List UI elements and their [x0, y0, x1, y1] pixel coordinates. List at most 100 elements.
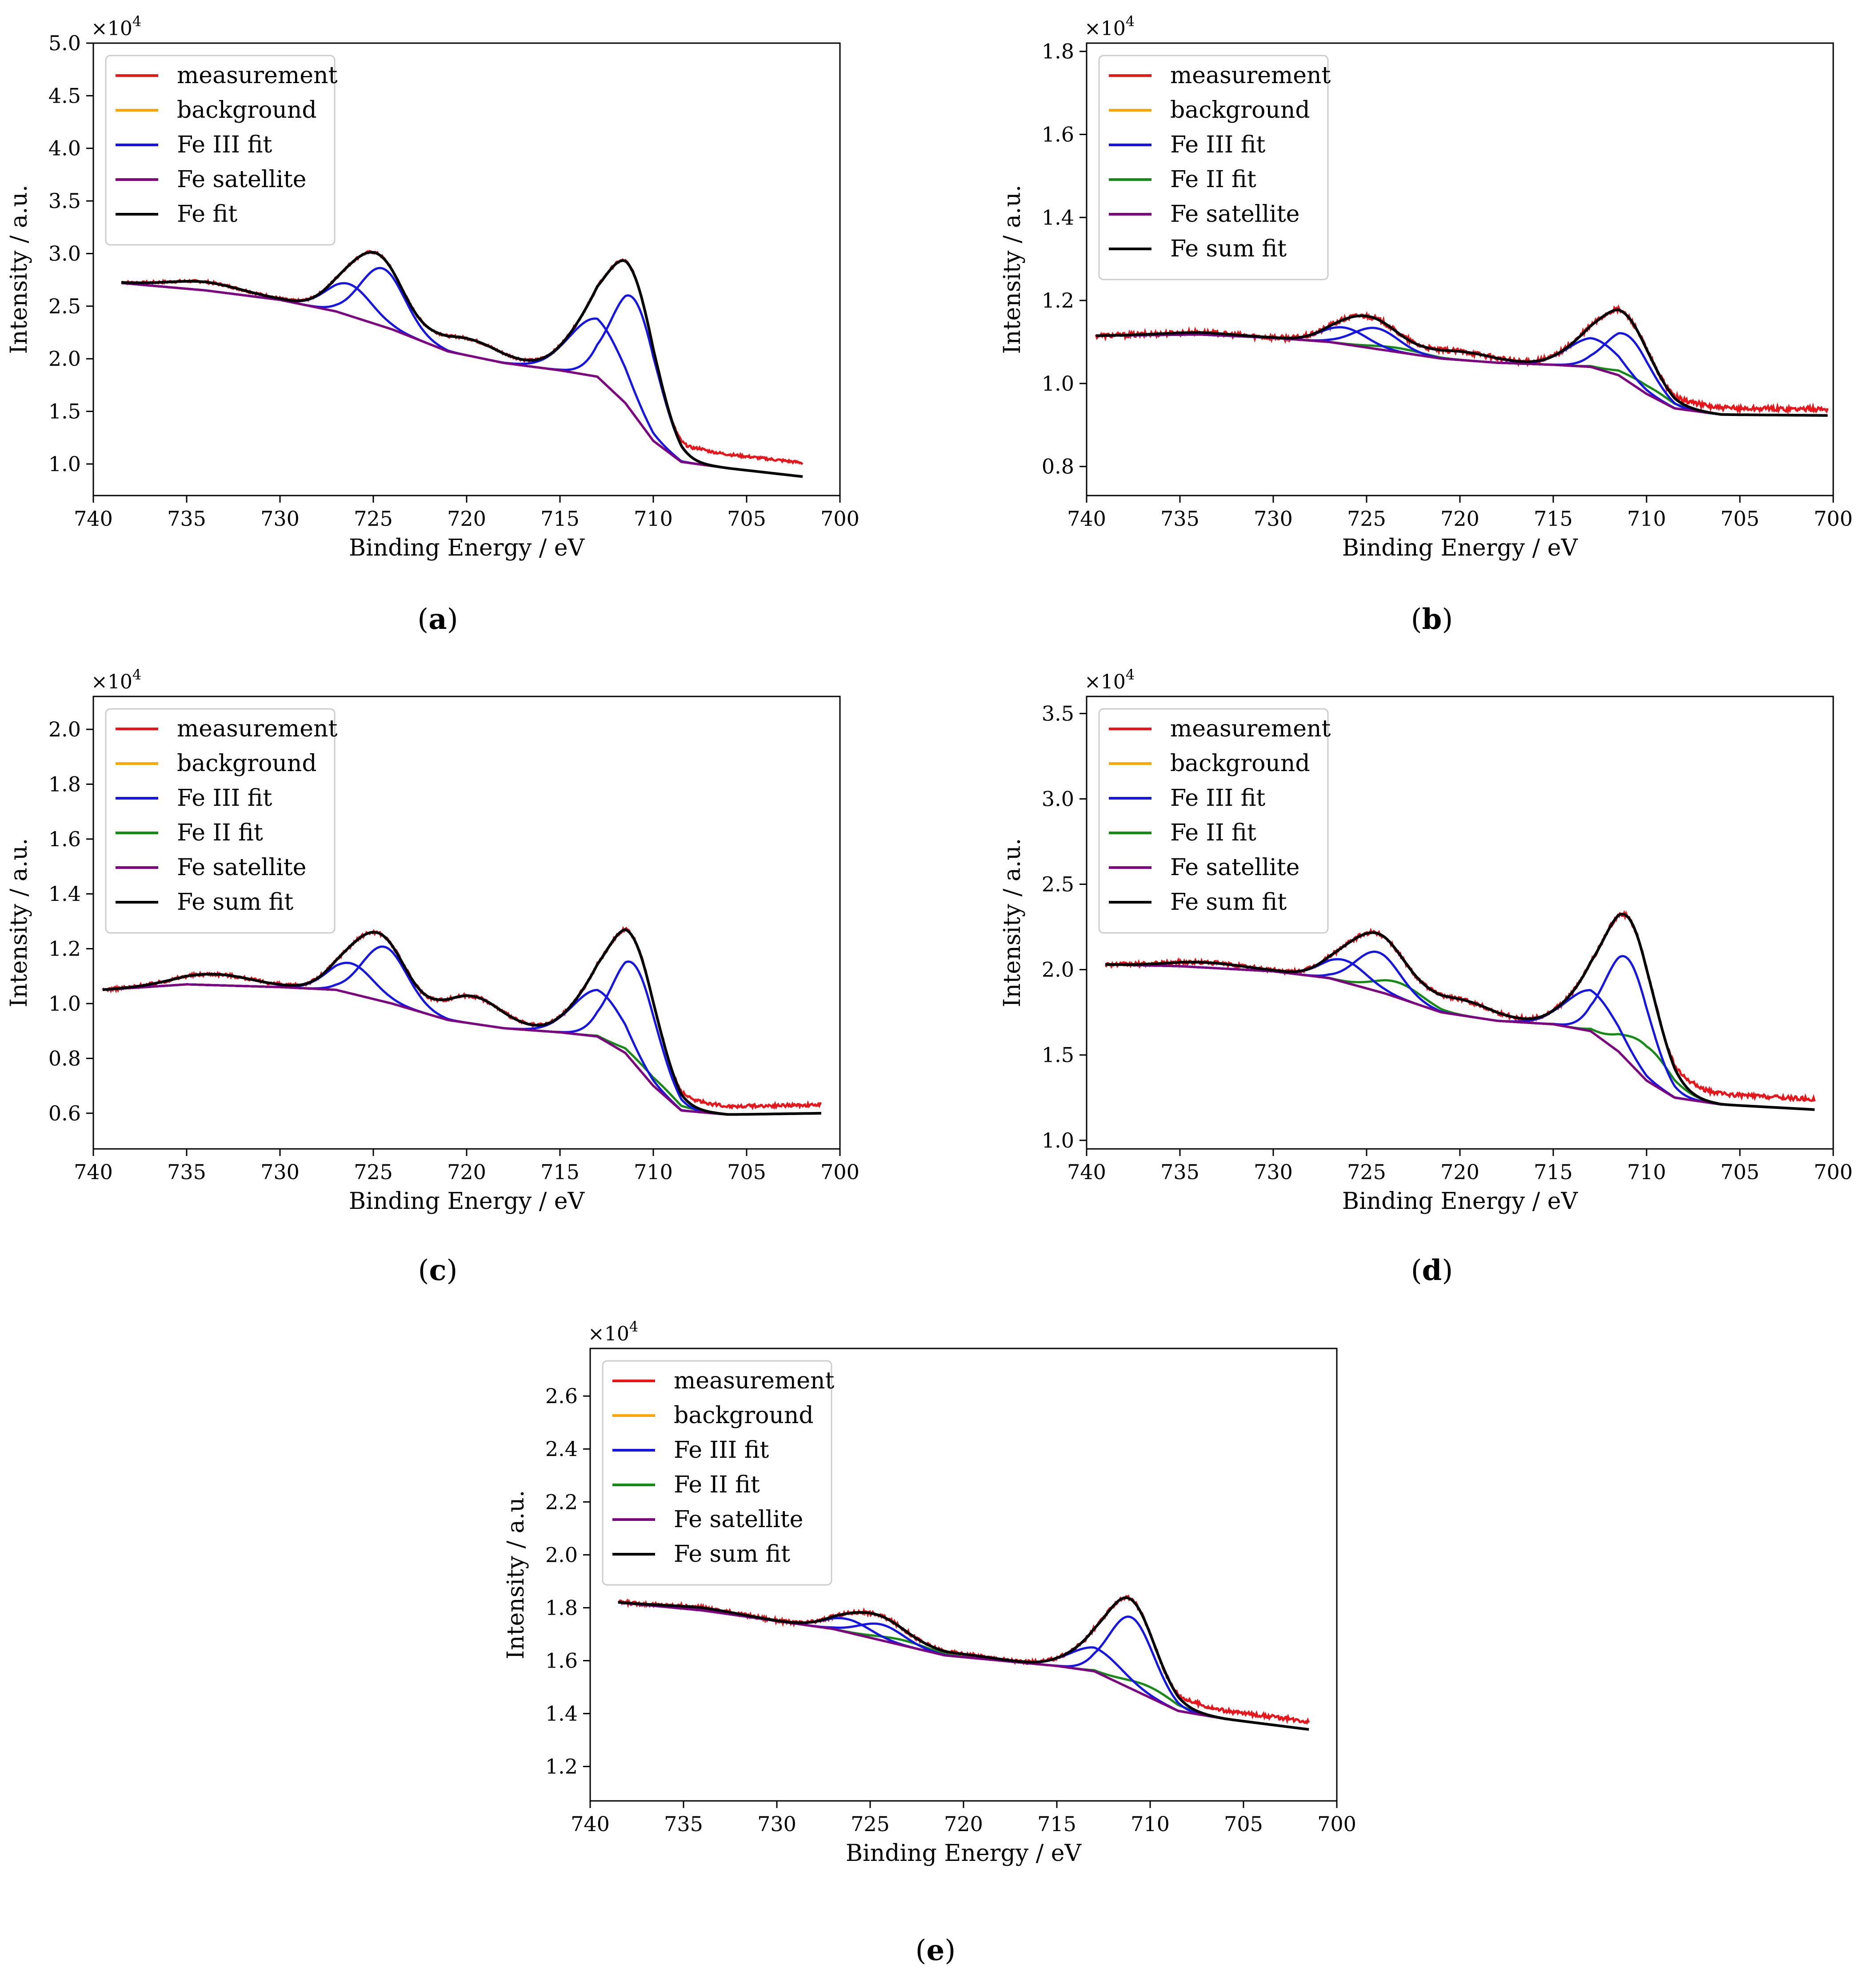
legend-label: Fe sum fit: [1170, 889, 1287, 916]
x-tick-label: 705: [727, 1160, 766, 1184]
x-axis-label: Binding Energy / eV: [1342, 1188, 1579, 1215]
legend-label: Fe III fit: [674, 1437, 769, 1464]
series-fe-iii-fit-4: [1105, 958, 1815, 1111]
y-tick-label: 3.0: [1042, 787, 1074, 811]
x-tick-label: 710: [1131, 1812, 1170, 1836]
legend-label: measurement: [177, 62, 337, 89]
panel-c: 740 735 730 725 720 715 710 705 700 0.6 0.8 1.0 1.2 1…: [6, 666, 860, 1287]
x-tick-label: 700: [820, 1160, 860, 1184]
y-tick-label: 1.4: [48, 882, 81, 906]
y-tick-label: 1.2: [1042, 288, 1074, 312]
series-fe-iii-fit-3: [121, 267, 803, 478]
x-tick-label: 705: [727, 507, 766, 531]
y-tick-label: 5.0: [48, 31, 81, 55]
x-tick-label: 720: [447, 1160, 486, 1184]
y-tick-label: 1.0: [1042, 372, 1074, 396]
legend: measurement background Fe III fit Fe II fit…: [105, 708, 337, 934]
y-tick-label: 0.8: [48, 1046, 81, 1070]
series-fe-ii-fit: [618, 1601, 1309, 1731]
series-fe-iii-fit-3: [102, 945, 821, 1116]
legend: measurement background Fe III fit Fe II fit…: [1098, 708, 1331, 934]
series-fe-iii-fit-1: [618, 1601, 1309, 1731]
series-fe-iii-fit-2: [1105, 963, 1815, 1111]
legend-label: Fe sum fit: [1170, 236, 1287, 262]
x-tick-label: 715: [1534, 507, 1573, 531]
x-tick-label: 700: [1814, 1160, 1853, 1184]
x-tick-label: 710: [634, 1160, 673, 1184]
x-tick-label: 725: [354, 507, 393, 531]
series-fe-iii-fit-3: [1096, 327, 1828, 417]
y-tick-label: 1.8: [48, 772, 81, 796]
y-axis-label: Intensity / a.u.: [6, 185, 32, 354]
y-tick-label: 1.0: [48, 452, 81, 476]
y-tick-label: 1.6: [48, 827, 81, 851]
legend-label: Fe satellite: [1170, 201, 1299, 228]
legend: measurement background Fe III fit Fe II fit…: [1098, 55, 1331, 280]
panel-caption: (d): [1411, 1254, 1453, 1287]
panel-caption: (e): [916, 1934, 956, 1967]
y-tick-label: 1.4: [545, 1702, 578, 1726]
plot-area: [102, 926, 822, 1116]
x-tick-label: 715: [1534, 1160, 1573, 1184]
legend-label: measurement: [674, 1368, 834, 1394]
y-tick-label: 1.2: [545, 1755, 578, 1779]
series-fe-iii-fit-2: [102, 983, 821, 1116]
legend-label: Fe II fit: [1170, 166, 1256, 193]
y-multiplier: ×104: [1084, 13, 1135, 40]
x-axis-label: Binding Energy / eV: [1342, 535, 1579, 561]
y-tick-label: 2.5: [1042, 872, 1074, 896]
x-tick-label: 710: [1627, 507, 1666, 531]
x-tick-label: 705: [1224, 1812, 1263, 1836]
legend-label: background: [674, 1402, 814, 1429]
y-tick-label: 4.0: [48, 136, 81, 160]
y-tick-label: 4.5: [48, 84, 81, 108]
y-tick-label: 1.5: [48, 400, 81, 424]
y-tick-label: 1.8: [545, 1596, 578, 1620]
legend-label: Fe III fit: [1170, 785, 1265, 812]
legend-box: [1098, 55, 1329, 280]
legend-label: Fe III fit: [1170, 132, 1265, 158]
y-tick-label: 2.2: [545, 1490, 578, 1514]
legend-label: Fe satellite: [177, 166, 306, 193]
legend: measurement background Fe III fit Fe satell…: [105, 55, 337, 246]
legend-box: [1098, 708, 1329, 934]
panel-d: 740 735 730 725 720 715 710 705 700 1.0 1.5 2.0 2.5 3…: [999, 666, 1853, 1287]
legend-label: Fe II fit: [177, 820, 263, 846]
legend-label: background: [1170, 750, 1310, 777]
x-tick-label: 725: [851, 1812, 890, 1836]
x-tick-label: 720: [1440, 507, 1479, 531]
x-tick-label: 720: [447, 507, 486, 531]
x-tick-label: 740: [1067, 507, 1106, 531]
x-tick-label: 730: [1254, 507, 1293, 531]
y-multiplier: ×104: [588, 1318, 638, 1345]
y-tick-label: 2.4: [545, 1437, 578, 1461]
x-tick-label: 740: [74, 1160, 113, 1184]
x-tick-label: 720: [944, 1812, 983, 1836]
y-multiplier: ×104: [91, 666, 141, 693]
series-measurement: [102, 926, 822, 1111]
series-measurement: [121, 249, 804, 465]
y-tick-label: 1.0: [48, 992, 81, 1016]
x-tick-label: 730: [260, 1160, 300, 1184]
legend-label: Fe II fit: [1170, 820, 1256, 846]
series-fe-iii-fit-2: [618, 1601, 1309, 1731]
y-tick-label: 2.0: [48, 347, 81, 371]
plot-area: [1095, 304, 1829, 417]
x-tick-label: 735: [167, 507, 206, 531]
x-tick-label: 725: [354, 1160, 393, 1184]
legend-label: Fe fit: [177, 201, 237, 228]
y-tick-label: 1.4: [1042, 205, 1074, 229]
series-fe-iii-fit-1: [1096, 332, 1828, 417]
series-fe-iii-fit-4: [618, 1601, 1309, 1731]
x-tick-label: 700: [1814, 507, 1853, 531]
legend-box: [602, 1360, 832, 1586]
legend-label: background: [177, 750, 317, 777]
series-measurement: [617, 1594, 1310, 1725]
legend-label: Fe II fit: [674, 1472, 760, 1498]
legend-label: measurement: [177, 716, 337, 742]
y-multiplier: ×104: [1084, 666, 1135, 693]
panel-b: 740 735 730 725 720 715 710 705 700 0.8 1.0 1.2 1.4 1…: [999, 13, 1853, 636]
series-background: [618, 1601, 1309, 1731]
x-tick-label: 700: [820, 507, 860, 531]
